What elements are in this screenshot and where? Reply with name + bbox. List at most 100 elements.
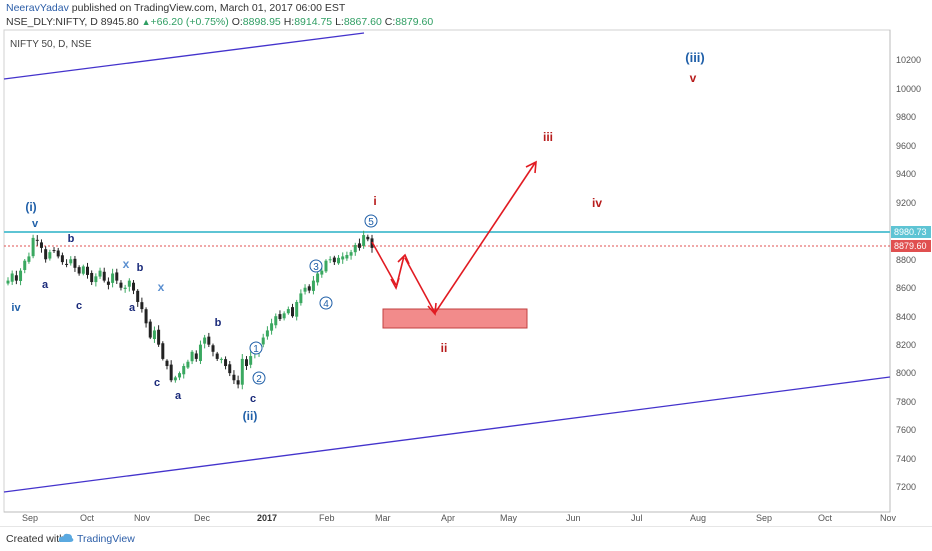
candle-body[interactable] — [249, 356, 253, 365]
candle-body[interactable] — [52, 250, 56, 252]
candle-body[interactable] — [282, 313, 286, 319]
target-zone-box[interactable] — [382, 308, 528, 329]
candle-body[interactable] — [324, 260, 328, 272]
candle-body[interactable] — [345, 254, 349, 259]
candle-body[interactable] — [332, 257, 336, 263]
candle-body[interactable] — [228, 364, 232, 374]
candle-body[interactable] — [307, 286, 311, 291]
candle-body[interactable] — [366, 236, 370, 240]
candle-body[interactable] — [23, 260, 27, 270]
candle-body[interactable] — [136, 290, 140, 302]
candle-body[interactable] — [215, 353, 219, 359]
candle-body[interactable] — [132, 282, 136, 291]
candle-body[interactable] — [127, 280, 131, 287]
candle-body[interactable] — [320, 270, 324, 275]
channel-lower-line[interactable] — [3, 376, 891, 493]
projection-leg-4[interactable] — [434, 162, 536, 314]
candle-body[interactable] — [211, 345, 215, 352]
candle-body[interactable] — [194, 353, 198, 359]
candle-body[interactable] — [299, 293, 303, 304]
candle-body[interactable] — [224, 359, 228, 367]
candle-body[interactable] — [295, 301, 299, 317]
candle-body[interactable] — [27, 256, 31, 262]
candle-body[interactable] — [303, 287, 307, 292]
projection-leg-1[interactable] — [371, 241, 397, 286]
candle-body[interactable] — [232, 374, 236, 381]
candle-body[interactable] — [311, 280, 315, 291]
candle-body[interactable] — [111, 273, 115, 283]
candle-body[interactable] — [81, 266, 85, 274]
candle-body[interactable] — [240, 358, 244, 385]
candle-body[interactable] — [349, 252, 353, 256]
candle-body[interactable] — [353, 245, 357, 253]
candle-body[interactable] — [270, 323, 274, 331]
candle-body[interactable] — [328, 259, 332, 261]
projection-leg-2[interactable] — [395, 255, 405, 289]
candle-body[interactable] — [165, 360, 169, 367]
candle-body[interactable] — [161, 343, 165, 359]
candle-body[interactable] — [48, 252, 52, 259]
candle-body[interactable] — [190, 351, 194, 362]
candle-body[interactable] — [123, 287, 127, 289]
projection-leg-3[interactable] — [404, 257, 436, 314]
candle-body[interactable] — [278, 314, 282, 320]
author-link[interactable]: NeeravYadav — [6, 2, 69, 14]
candle-body[interactable] — [362, 235, 366, 246]
candle-body[interactable] — [90, 272, 94, 283]
candle-body[interactable] — [77, 267, 81, 274]
candle-body[interactable] — [274, 316, 278, 326]
candle-body[interactable] — [73, 258, 77, 268]
candle-body[interactable] — [207, 336, 211, 345]
candle-body[interactable] — [98, 270, 102, 277]
candle-body[interactable] — [6, 280, 10, 284]
candle-body[interactable] — [261, 337, 265, 345]
candle-body[interactable] — [85, 266, 89, 275]
candle-body[interactable] — [236, 380, 240, 385]
chart-svg[interactable]: NIFTY 50, D, NSE 10200 10000 9800 9600 9… — [0, 29, 932, 525]
candle-body[interactable] — [265, 330, 269, 337]
candle-body[interactable] — [35, 239, 39, 241]
candle-body[interactable] — [106, 281, 110, 285]
created-with-text: Created with — [6, 533, 65, 545]
tradingview-link[interactable]: TradingView — [77, 533, 135, 545]
candle-body[interactable] — [152, 330, 156, 340]
candle-body[interactable] — [144, 309, 148, 324]
candle-body[interactable] — [186, 361, 190, 368]
candle-body[interactable] — [56, 250, 60, 257]
candle-body[interactable] — [148, 321, 152, 338]
wave-label: c — [76, 300, 82, 312]
candle-body[interactable] — [182, 366, 186, 375]
candle-body[interactable] — [219, 358, 223, 360]
x-tick-label: Dec — [194, 513, 211, 523]
candle-body[interactable] — [39, 242, 43, 248]
candle-body[interactable] — [286, 309, 290, 314]
symbol-label: NSE_DLY:NIFTY, D — [6, 16, 98, 28]
candle-body[interactable] — [19, 270, 23, 281]
candle-body[interactable] — [10, 273, 14, 282]
chart-area[interactable]: NIFTY 50, D, NSE 10200 10000 9800 9600 9… — [0, 29, 932, 525]
candle-body[interactable] — [44, 249, 48, 260]
candle-body[interactable] — [357, 243, 361, 248]
candle-body[interactable] — [140, 302, 144, 310]
candle-body[interactable] — [169, 364, 173, 381]
candle-body[interactable] — [115, 272, 119, 281]
candle-body[interactable] — [316, 273, 320, 283]
candle-body[interactable] — [60, 255, 64, 263]
candle-body[interactable] — [244, 359, 248, 367]
candle-body[interactable] — [102, 271, 106, 281]
candle-body[interactable] — [341, 256, 345, 260]
candle-body[interactable] — [178, 373, 182, 378]
candle-body[interactable] — [119, 282, 123, 288]
candle-body[interactable] — [203, 337, 207, 344]
candle-body[interactable] — [69, 259, 73, 264]
candle-body[interactable] — [291, 307, 295, 317]
candle-body[interactable] — [65, 263, 69, 265]
candle-body[interactable] — [31, 237, 35, 257]
candle-body[interactable] — [157, 329, 161, 345]
candle-body[interactable] — [94, 276, 98, 283]
candle-body[interactable] — [14, 275, 18, 281]
candle-body[interactable] — [173, 377, 177, 381]
channel-upper-line[interactable] — [3, 32, 365, 80]
candle-body[interactable] — [198, 344, 202, 361]
candle-body[interactable] — [337, 257, 341, 264]
